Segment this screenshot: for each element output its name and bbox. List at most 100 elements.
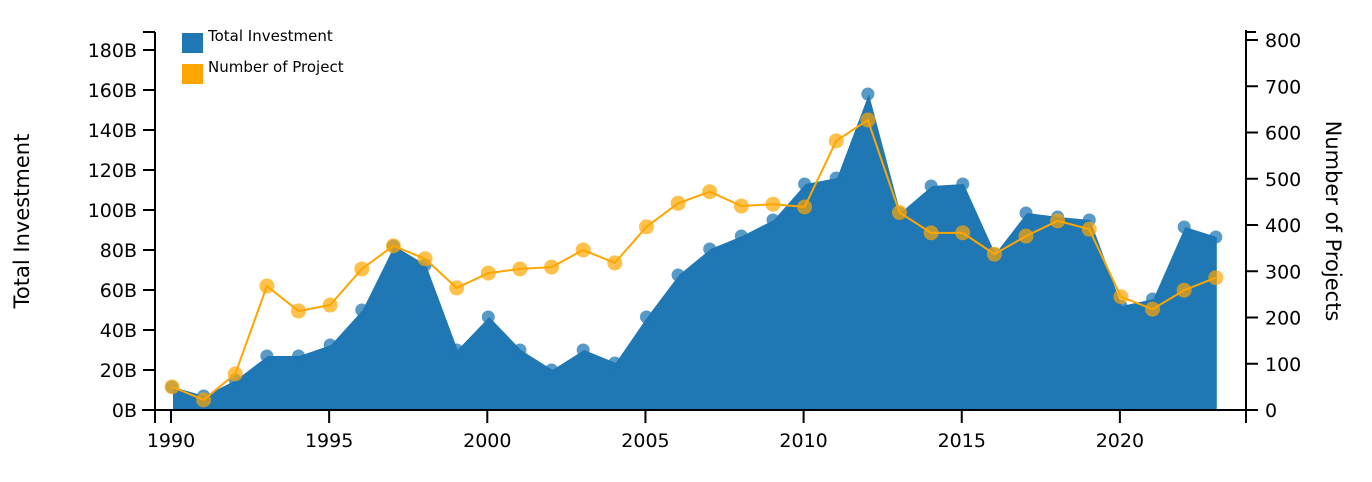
projects-point (1176, 282, 1192, 298)
right-axis-title: Number of Projects (1321, 121, 1345, 322)
projects-point (1081, 221, 1097, 237)
projects-point (354, 261, 370, 277)
left-y-tick-label: 180B (88, 40, 137, 62)
investment-point (1209, 230, 1223, 244)
projects-point (164, 379, 180, 395)
legend-label: Number of Project (208, 58, 344, 76)
projects-point (512, 261, 528, 277)
investment-point (323, 338, 337, 352)
projects-line-series (171, 118, 1217, 401)
left-axis-title: Total Investment (10, 134, 34, 310)
investment-point (1146, 292, 1160, 306)
projects-line (171, 118, 1217, 401)
projects-point (449, 280, 465, 296)
projects-point (1145, 301, 1161, 317)
projects-point (227, 366, 243, 382)
investment-area-series (173, 94, 1217, 410)
x-tick-label: 2000 (463, 430, 511, 452)
right-y-tick-label: 100 (1265, 354, 1301, 376)
projects-point (322, 297, 338, 313)
legend-label: Total Investment (207, 27, 333, 45)
projects-point (860, 112, 876, 128)
left-y-tick-label: 80B (100, 240, 137, 262)
investment-point (924, 179, 938, 193)
x-ticks: 1990 1995 2000 2005 2010 2015 2020 (147, 410, 1144, 452)
investment-point (1177, 220, 1191, 234)
investment-point (766, 213, 780, 227)
investment-point (734, 229, 748, 243)
left-y-axis: 0B 20B 40B 60B 80B 100B 120B 140B 160B 180B (88, 31, 156, 423)
x-tick-label: 2010 (779, 430, 827, 452)
right-y-tick-label: 0 (1265, 400, 1277, 422)
legend: Total Investment Number of Project (182, 27, 344, 84)
investment-point (956, 177, 970, 191)
projects-point (765, 196, 781, 212)
left-y-tick-label: 60B (100, 280, 137, 302)
investment-point (576, 343, 590, 357)
projects-point (670, 195, 686, 211)
left-y-tick-label: 0B (112, 400, 137, 422)
projects-point (891, 205, 907, 221)
investment-point (798, 177, 812, 191)
projects-point (607, 255, 623, 271)
legend-item-total-investment[interactable]: Total Investment (182, 27, 333, 53)
x-tick-label: 1995 (305, 430, 353, 452)
left-y-tick-label: 100B (88, 200, 137, 222)
investment-point (292, 349, 306, 363)
investment-point (355, 303, 369, 317)
investment-point (608, 356, 622, 370)
investment-point (545, 363, 559, 377)
x-tick-label: 2020 (1096, 430, 1144, 452)
projects-point (828, 133, 844, 149)
investment-point (861, 87, 875, 101)
left-y-tick-label: 20B (100, 360, 137, 382)
investment-point (703, 242, 717, 256)
investment-point (481, 310, 495, 324)
x-tick-label: 2005 (621, 430, 669, 452)
left-y-tick-label: 40B (100, 320, 137, 342)
projects-point (1208, 270, 1224, 286)
left-y-ticks: 0B 20B 40B 60B 80B 100B 120B 140B 160B 180B (88, 40, 155, 422)
right-y-tick-label: 400 (1265, 215, 1301, 237)
projects-point (923, 225, 939, 241)
investment-point (671, 268, 685, 282)
x-tick-label: 2015 (938, 430, 986, 452)
projects-point (733, 198, 749, 214)
investment-point (260, 349, 274, 363)
projects-point (1113, 289, 1129, 305)
right-y-ticks: 0 100 200 300 400 500 600 700 800 (1246, 30, 1301, 422)
projects-point (1018, 228, 1034, 244)
legend-item-number-of-project[interactable]: Number of Project (182, 58, 344, 84)
projects-point (702, 184, 718, 200)
left-y-tick-label: 160B (88, 80, 137, 102)
right-y-tick-label: 500 (1265, 169, 1301, 191)
projects-point (385, 238, 401, 254)
projects-point (417, 251, 433, 267)
right-y-tick-label: 200 (1265, 308, 1301, 330)
investment-point (639, 310, 653, 324)
projects-point (986, 246, 1002, 262)
investment-point (513, 343, 527, 357)
legend-swatch-orange-icon (182, 64, 203, 84)
x-axis: 1990 1995 2000 2005 2010 2015 2020 (142, 409, 1246, 452)
right-y-tick-label: 800 (1265, 30, 1301, 52)
projects-point (196, 392, 212, 408)
x-tick-label: 1990 (147, 430, 195, 452)
projects-point (259, 278, 275, 294)
investment-point (1019, 206, 1033, 220)
right-y-axis: 0 100 200 300 400 500 600 700 800 (1245, 30, 1301, 423)
right-y-tick-label: 700 (1265, 76, 1301, 98)
projects-point (955, 225, 971, 241)
left-y-tick-label: 140B (88, 120, 137, 142)
projects-point (291, 303, 307, 319)
projects-point (575, 242, 591, 258)
right-y-tick-label: 600 (1265, 123, 1301, 145)
projects-point (480, 265, 496, 281)
projects-point (638, 219, 654, 235)
left-y-tick-label: 120B (88, 160, 137, 182)
legend-swatch-blue-icon (182, 33, 203, 53)
projects-points (164, 112, 1224, 408)
projects-point (797, 199, 813, 215)
investment-area (173, 94, 1217, 410)
investment-point (450, 343, 464, 357)
